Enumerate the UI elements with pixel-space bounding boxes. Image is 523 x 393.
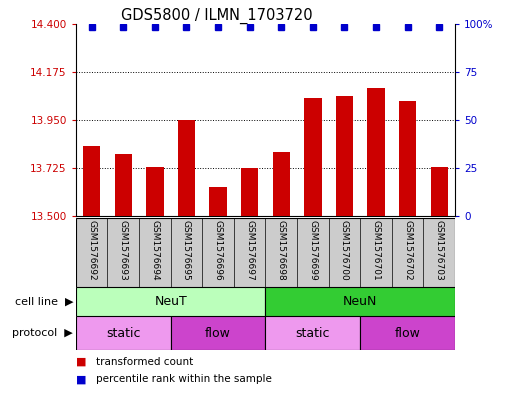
Bar [266, 287, 455, 316]
Bar [170, 316, 266, 350]
Text: GSM1576700: GSM1576700 [340, 220, 349, 281]
Bar [336, 96, 353, 216]
Bar [146, 167, 164, 216]
Text: GSM1576701: GSM1576701 [371, 220, 381, 281]
Bar [209, 187, 226, 216]
Text: ■: ■ [76, 357, 86, 367]
Text: GSM1576694: GSM1576694 [150, 220, 160, 281]
Bar [360, 316, 455, 350]
Text: transformed count: transformed count [96, 357, 193, 367]
Bar [76, 287, 266, 316]
Text: flow: flow [205, 327, 231, 340]
Text: GSM1576702: GSM1576702 [403, 220, 412, 281]
Text: GSM1576699: GSM1576699 [309, 220, 317, 281]
Text: static: static [106, 327, 141, 340]
Bar [241, 168, 258, 216]
Text: GSM1576692: GSM1576692 [87, 220, 96, 281]
Text: NeuT: NeuT [154, 295, 187, 308]
Bar [83, 145, 100, 216]
Bar [115, 154, 132, 216]
Bar [399, 101, 416, 216]
Text: static: static [295, 327, 330, 340]
Text: GSM1576696: GSM1576696 [213, 220, 222, 281]
Bar [76, 316, 170, 350]
Text: GSM1576695: GSM1576695 [182, 220, 191, 281]
Text: GDS5800 / ILMN_1703720: GDS5800 / ILMN_1703720 [121, 7, 313, 24]
Text: protocol  ▶: protocol ▶ [13, 328, 73, 338]
Bar [178, 120, 195, 216]
Bar [266, 316, 360, 350]
Text: flow: flow [395, 327, 420, 340]
Text: percentile rank within the sample: percentile rank within the sample [96, 374, 271, 384]
Bar [367, 88, 385, 216]
Text: GSM1576698: GSM1576698 [277, 220, 286, 281]
Text: GSM1576703: GSM1576703 [435, 220, 444, 281]
Bar [304, 99, 322, 216]
Text: ■: ■ [76, 374, 86, 384]
Text: cell line  ▶: cell line ▶ [15, 297, 73, 307]
Text: GSM1576693: GSM1576693 [119, 220, 128, 281]
Text: NeuN: NeuN [343, 295, 378, 308]
Text: GSM1576697: GSM1576697 [245, 220, 254, 281]
Bar [272, 152, 290, 216]
Bar [430, 167, 448, 216]
